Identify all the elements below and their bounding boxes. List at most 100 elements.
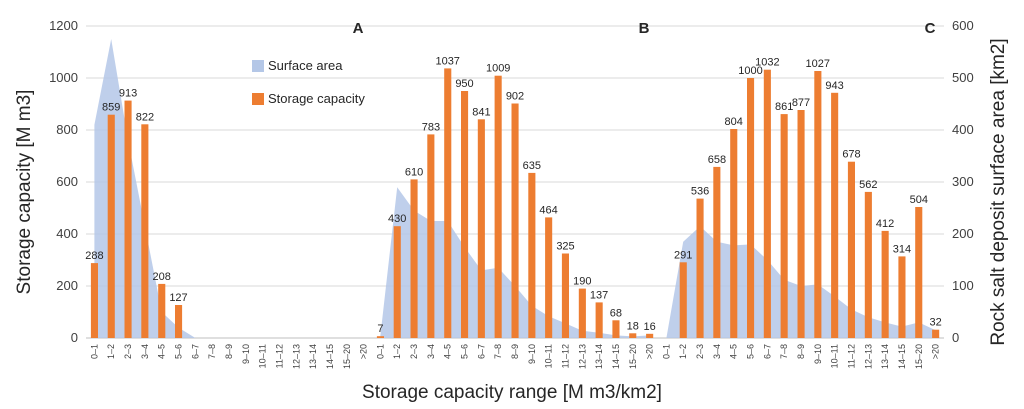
data-label: 1037 [435, 55, 459, 67]
data-label: 678 [842, 149, 860, 161]
storage-bar [629, 333, 637, 338]
storage-bar [410, 179, 418, 338]
data-label: 1009 [486, 63, 510, 75]
data-label: 859 [102, 102, 120, 114]
y-tick-left: 1200 [49, 18, 78, 33]
storage-bar [427, 134, 435, 338]
data-label: 7 [377, 323, 383, 335]
category-label: 5–6 [174, 344, 184, 359]
y-tick-right: 400 [952, 122, 974, 137]
category-label: 8–9 [224, 344, 234, 359]
y-tick-right: 200 [952, 226, 974, 241]
data-label: 1000 [738, 65, 762, 77]
category-label: 11–12 [275, 344, 285, 368]
category-label: 0–1 [375, 344, 385, 359]
storage-bar [747, 78, 755, 338]
category-label: 13–14 [308, 344, 318, 369]
category-label: 12–13 [291, 344, 301, 369]
storage-bar [646, 333, 654, 338]
category-label: 13–14 [880, 344, 890, 369]
storage-bar [461, 91, 469, 338]
category-label: 10–11 [258, 344, 268, 368]
y-tick-right: 300 [952, 174, 974, 189]
category-label: 11–12 [847, 344, 857, 368]
data-label: 804 [725, 116, 743, 128]
storage-bar [90, 263, 98, 338]
storage-bar [494, 75, 502, 338]
data-label: 325 [556, 241, 574, 253]
y-axis-title-right: Rock salt deposit surface area [km2] [988, 38, 1009, 345]
data-label: 902 [506, 91, 524, 103]
panel-label-C: C [925, 20, 936, 37]
category-label: 9–10 [527, 344, 537, 364]
storage-bar [864, 191, 872, 338]
data-label: 822 [136, 111, 154, 123]
storage-bar [545, 217, 553, 338]
storage-bar [376, 336, 384, 338]
storage-bar [578, 288, 586, 338]
category-label: 6–7 [190, 344, 200, 359]
category-label: 1–2 [392, 344, 402, 359]
category-label: 2–3 [409, 344, 419, 359]
storage-bar [393, 226, 401, 338]
category-label: 10–11 [830, 344, 840, 368]
data-label: 610 [405, 166, 423, 178]
category-label: 7–8 [779, 344, 789, 359]
category-label: 11–12 [561, 344, 571, 368]
y-axis-title-left: Storage capacity [M m3] [14, 90, 35, 295]
category-label: 7–8 [207, 344, 217, 359]
category-label: 0–1 [661, 344, 671, 359]
legend-bar-swatch [252, 93, 264, 105]
storage-bar [444, 68, 452, 339]
category-label: 3–4 [140, 344, 150, 359]
storage-bar [612, 320, 620, 338]
data-label: 861 [775, 101, 793, 113]
data-labels-layer: 288 859 913 822 208 127 7 430 610 783 1037 950 841 10… [85, 55, 942, 335]
panel-label-B: B [639, 20, 650, 37]
category-label: 8–9 [796, 344, 806, 359]
data-label: 783 [422, 121, 440, 133]
left-axis-ticks: 0 200 400 600 800 1000 1200 [49, 18, 78, 345]
category-label: 3–4 [426, 344, 436, 359]
data-label: 18 [627, 320, 639, 332]
storage-bar [780, 114, 788, 338]
y-tick-left: 1000 [49, 70, 78, 85]
category-label: 10–11 [544, 344, 554, 368]
storage-bar [881, 230, 889, 338]
data-label: 464 [539, 204, 557, 216]
storage-bar [814, 71, 822, 338]
category-label: 6–7 [762, 344, 772, 359]
right-axis-ticks: 0 100 200 300 400 500 600 [952, 18, 974, 345]
surface-area-A [94, 39, 364, 338]
storage-bar [107, 114, 115, 338]
legend-area-swatch [252, 60, 264, 72]
y-tick-right: 600 [952, 18, 974, 33]
category-label: 12–13 [577, 344, 587, 369]
y-tick-left: 200 [56, 278, 78, 293]
data-label: 190 [573, 276, 591, 288]
storage-bar [847, 161, 855, 338]
category-label: 7–8 [493, 344, 503, 359]
data-label: 536 [691, 186, 709, 198]
category-label: 9–10 [813, 344, 823, 364]
data-label: 32 [929, 317, 941, 329]
category-labels: 0–1 1–2 2–3 3–4 4–5 5–6 6–7 7–8 8–9 9–10 10–11 11–1… [89, 344, 940, 369]
category-label: >20 [931, 344, 941, 359]
storage-bar [595, 302, 603, 338]
storage-bar [797, 110, 805, 338]
category-label: 15–20 [914, 344, 924, 369]
category-label: 12–13 [863, 344, 873, 369]
storage-bar [730, 129, 738, 338]
data-label: 291 [674, 249, 692, 261]
data-label: 877 [792, 97, 810, 109]
data-label: 16 [643, 321, 655, 333]
data-label: 412 [876, 218, 894, 230]
data-label: 635 [523, 160, 541, 172]
legend-area-label: Surface area [268, 58, 343, 73]
storage-bar [932, 329, 940, 338]
legend-bar-label: Storage capacity [268, 91, 365, 106]
category-label: 1–2 [678, 344, 688, 359]
data-label: 208 [153, 271, 171, 283]
data-label: 1032 [755, 57, 779, 69]
storage-bar [511, 103, 519, 338]
